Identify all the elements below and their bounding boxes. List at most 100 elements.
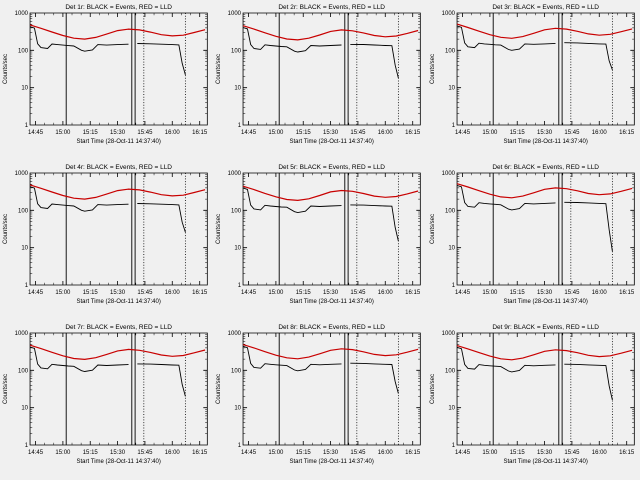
y-tick-label: 1 [451,123,455,129]
events-curve [243,27,400,79]
x-tick-label: 15:15 [509,290,525,296]
chart-det-1: Det 1r: BLACK = Events, RED = LLD 14:45 15… [3,4,208,145]
x-tick-label: 15:45 [564,450,580,456]
axes-minor-ticks [243,13,421,125]
y-tick-label: 1000 [228,11,242,17]
y-axis-label: Counts/sec [3,214,9,244]
x-tick-label: 15:15 [509,130,525,136]
lld-curve [456,183,632,199]
panel-det-5: Det 5r: BLACK = Events, RED = LLD 14:45 15… [213,160,426,320]
x-tick-label: 15:45 [137,450,153,456]
panel-det-3: Det 3r: BLACK = Events, RED = LLD 14:45 15… [427,0,640,160]
x-axis-label: Start Time (28-Oct-11 14:37:40) [290,139,374,145]
x-tick-label: 15:45 [564,290,580,296]
x-tick-label: 15:15 [83,290,99,296]
x-tick-label: 16:15 [192,290,208,296]
panel-det-2: Det 2r: BLACK = Events, RED = LLD 14:45 15… [213,0,426,160]
panel-det-7: Det 7r: BLACK = Events, RED = LLD 14:45 15… [0,320,213,480]
axes-minor-ticks [456,13,634,125]
chart-det-5: Det 5r: BLACK = Events, RED = LLD 14:45 15… [216,164,422,305]
y-axis-label: Counts/sec [3,54,9,84]
panel-title: Det 7r: BLACK = Events, RED = LLD [65,324,172,331]
axes-minor-ticks [30,173,208,285]
axes-minor-ticks [243,173,421,285]
x-tick-label: 16:15 [619,290,635,296]
x-tick-label: 15:30 [323,290,339,296]
chart-det-2: Det 2r: BLACK = Events, RED = LLD 14:45 15… [216,4,422,145]
lld-curve [243,25,419,41]
events-curve [456,184,613,252]
panel-title: Det 3r: BLACK = Events, RED = LLD [492,4,599,11]
x-tick-label: 15:30 [537,450,553,456]
y-tick-label: 1000 [15,331,29,337]
y-tick-label: 10 [21,86,28,92]
x-tick-label: 15:30 [537,290,553,296]
events-curve [456,25,613,71]
x-axis-label: Start Time (28-Oct-11 14:37:40) [503,299,587,305]
x-tick-label: 15:30 [323,130,339,136]
x-tick-label: 16:00 [378,130,394,136]
y-tick-label: 1000 [228,171,242,177]
y-tick-label: 100 [18,368,29,374]
panel-det-4: Det 4r: BLACK = Events, RED = LLD 14:45 15… [0,160,213,320]
x-tick-label: 15:45 [351,130,367,136]
y-axis-label: Counts/sec [216,54,222,84]
x-tick-label: 15:00 [269,290,285,296]
lld-curve [29,24,206,40]
y-tick-label: 1000 [441,171,455,177]
panel-det-9: Det 9r: BLACK = Events, RED = LLD 14:45 15… [427,320,640,480]
x-tick-label: 15:30 [323,450,339,456]
x-tick-label: 15:30 [110,130,126,136]
panel-det-6: Det 6r: BLACK = Events, RED = LLD 14:45 15… [427,160,640,320]
x-tick-label: 16:00 [591,290,607,296]
y-tick-label: 1000 [15,171,29,177]
y-tick-label: 100 [445,48,456,54]
x-tick-label: 15:45 [351,290,367,296]
lld-curve [29,184,206,200]
y-tick-label: 1 [238,123,242,129]
axes-minor-ticks [456,173,634,285]
axes-frame [29,172,208,286]
x-axis-label: Start Time (28-Oct-11 14:37:40) [77,299,161,305]
x-tick-label: 16:00 [378,450,394,456]
y-tick-label: 1000 [441,11,455,17]
x-tick-label: 16:00 [165,290,181,296]
x-tick-label: 15:30 [110,450,126,456]
panel-title: Det 1r: BLACK = Events, RED = LLD [65,4,172,11]
axes-frame [242,12,422,126]
x-tick-label: 15:15 [296,130,312,136]
y-axis-label: Counts/sec [430,374,436,404]
x-tick-label: 16:00 [165,450,181,456]
x-tick-label: 15:45 [137,290,153,296]
y-tick-label: 100 [231,208,242,214]
lld-curve [456,23,632,39]
lld-curve [243,344,419,360]
x-tick-label: 15:00 [55,450,71,456]
x-tick-label: 15:00 [269,450,285,456]
x-tick-label: 14:45 [241,450,257,456]
chart-det-3: Det 3r: BLACK = Events, RED = LLD 14:45 15… [430,4,635,145]
panel-det-8: Det 8r: BLACK = Events, RED = LLD 14:45 15… [213,320,426,480]
x-tick-label: 16:15 [406,290,422,296]
panel-title: Det 8r: BLACK = Events, RED = LLD [279,324,386,331]
panel-title: Det 4r: BLACK = Events, RED = LLD [65,164,172,171]
x-tick-label: 16:00 [165,130,181,136]
events-curve [243,187,400,242]
x-axis-label: Start Time (28-Oct-11 14:37:40) [290,459,374,465]
x-tick-label: 16:15 [192,450,208,456]
panel-title: Det 9r: BLACK = Events, RED = LLD [492,324,599,331]
x-tick-label: 15:00 [482,450,498,456]
y-tick-label: 1 [25,443,29,449]
y-tick-label: 1000 [441,331,455,337]
events-curve [243,345,400,394]
y-tick-label: 10 [21,406,28,412]
panel-det-1: Det 1r: BLACK = Events, RED = LLD 14:45 15… [0,0,213,160]
axes-frame [29,12,208,126]
x-tick-label: 15:00 [482,290,498,296]
y-tick-label: 100 [18,48,29,54]
x-tick-label: 15:15 [83,450,99,456]
x-tick-label: 16:00 [591,450,607,456]
x-tick-label: 15:00 [482,130,498,136]
x-tick-label: 15:30 [537,130,553,136]
